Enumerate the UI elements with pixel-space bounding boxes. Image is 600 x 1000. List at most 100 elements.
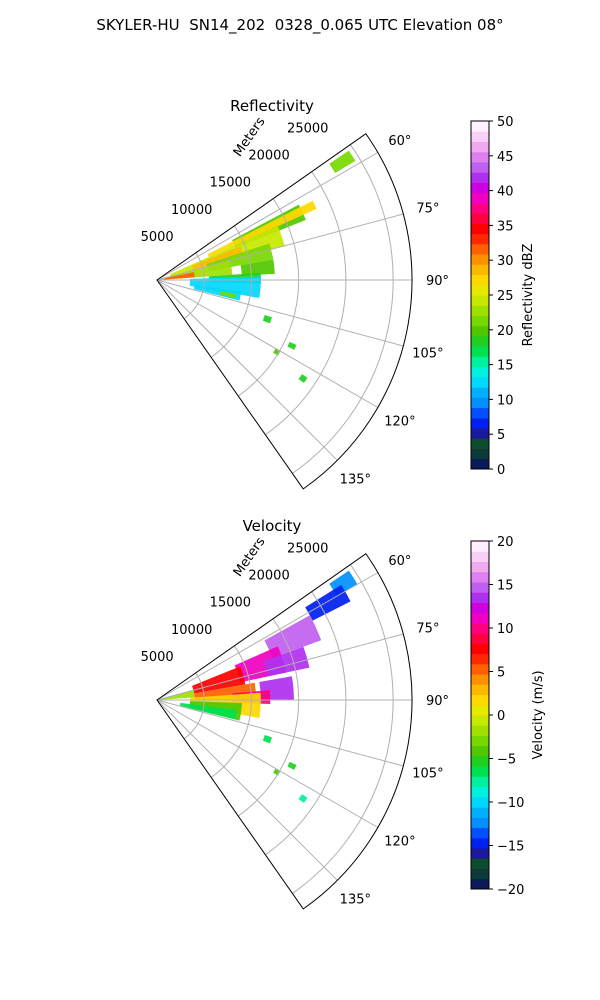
colorbar-0: 0 5 10 15 20 25 30 35 40 45 50 Reflectivity dBZ [470,115,536,478]
grid-arc [237,198,300,397]
grid-spoke [156,152,379,281]
colorbar-swatch [471,837,489,849]
colorbar-swatch [471,295,489,306]
colorbar-swatch [471,284,489,296]
colorbar-swatch [471,202,489,214]
colorbar-swatch [471,807,489,818]
colorbar-tick-label: 45 [497,150,514,165]
colorbar-swatch [471,643,489,655]
colorbar-swatch [471,397,489,409]
colorbar-swatch [471,745,489,757]
colorbar-tick-label: 0 [497,463,505,478]
colorbar-swatch [471,704,489,716]
colorbar-swatch [471,172,489,183]
echo-region [264,615,322,659]
azimuth-tick-label: 135° [340,892,371,907]
colorbar-swatch [471,878,489,890]
panel-title-velocity: Velocity [242,517,302,535]
sector-frame [156,133,413,490]
colorbar-swatch [471,131,489,142]
colorbar-tick-label: 30 [497,254,514,269]
echo-region [189,276,261,299]
colorbar-swatch [471,602,489,614]
grid-arc [210,645,252,778]
colorbar-swatch [471,868,489,880]
colorbar-tick-label: 5 [497,666,505,681]
colorbar-swatch [471,407,489,419]
radial-tick-label: 25000 [287,122,328,137]
colorbar-swatch [471,335,489,347]
grid-spoke [156,572,379,701]
radial-tick-label: 10000 [171,203,212,218]
colorbar-swatch [471,151,489,163]
echo-region [164,272,195,280]
colorbar-swatch [471,735,489,747]
colorbar-swatch [471,581,489,593]
colorbar-swatch [471,694,489,706]
colorbar-swatch [471,448,489,460]
echo-region [287,341,297,350]
grid-arc [292,144,394,474]
azimuth-tick-label: 120° [384,834,415,849]
radial-tick-label: 15000 [210,176,251,191]
azimuth-tick-label: 60° [388,554,411,569]
echo-region [298,794,308,803]
echo-region [298,374,308,383]
grid-spoke [156,213,404,281]
colorbar-tick-label: 5 [497,428,505,443]
echo-region [179,702,237,720]
colorbar-swatch [471,243,489,255]
colorbar-swatch [471,541,489,552]
colorbar-tick-label: −20 [497,883,524,898]
radial-tick-label: 25000 [287,542,328,557]
grid-arc [265,591,347,856]
grid-spoke [156,699,338,881]
colorbar-swatch [471,766,489,777]
colorbar-swatch [471,458,489,470]
colorbar-swatch [471,182,489,194]
azimuth-tick-label: 75° [416,201,439,216]
colorbar-swatch [471,551,489,562]
echo-region [193,285,242,301]
echo-region [329,150,356,173]
colorbar-label: Velocity (m/s) [531,670,546,759]
colorbar-tick-label: −10 [497,796,524,811]
colorbar-swatch [471,796,489,808]
colorbar-swatch [471,417,489,429]
colorbar-swatch [471,366,489,378]
azimuth-tick-label: 105° [412,347,443,362]
colorbar-swatch [471,827,489,839]
colorbar-swatch [471,592,489,603]
colorbar-tick-label: 20 [497,324,514,339]
colorbar-tick-label: 10 [497,622,514,637]
radial-tick-label: 10000 [171,623,212,638]
azimuth-tick-label: 75° [416,621,439,636]
colorbar-swatch [471,684,489,696]
colorbar-swatch [471,428,489,439]
colorbar-swatch [471,622,489,634]
colorbar-1: −20 −15 −10 −5 0 5 10 15 20 Velocity (m/s) [470,535,546,898]
colorbar-swatch [471,387,489,398]
colorbar-tick-label: 40 [497,185,514,200]
grid-spoke [156,633,404,701]
radial-tick-label: 15000 [210,596,251,611]
colorbar-label: Reflectivity dBZ [521,244,536,347]
echo-region [240,259,275,276]
colorbar-swatch [471,325,489,337]
colorbar-swatch [471,776,489,788]
colorbar-swatch [471,663,489,675]
colorbar-swatch [471,305,489,316]
radial-tick-label: 20000 [248,149,289,164]
colorbar-swatch [471,356,489,368]
colorbar-swatch [471,274,489,286]
grid-arc [210,225,252,358]
colorbar-swatch [471,653,489,665]
colorbar-tick-label: 15 [497,359,514,374]
colorbar-swatch [471,223,489,235]
colorbar-tick-label: 15 [497,579,514,594]
colorbar-swatch [471,254,489,265]
colorbar-tick-label: −15 [497,840,524,855]
colorbar-tick-label: 35 [497,219,514,234]
colorbar-tick-label: 0 [497,709,505,724]
